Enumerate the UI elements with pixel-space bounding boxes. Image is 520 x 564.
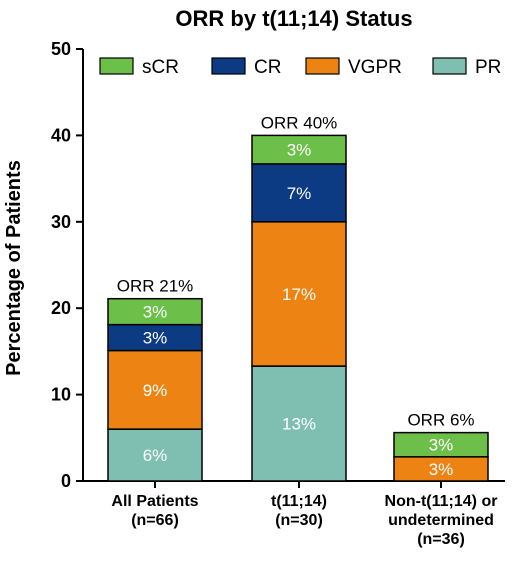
legend-swatch-cr <box>211 57 246 75</box>
bars: 6% 9% 3% 3% ORR 21% 13% 17% 7% 3% ORR 40% 3% 3% ORR … <box>107 113 489 482</box>
x-category-label: (n=36) <box>417 531 465 548</box>
chart-title: ORR by t(11;14) Status <box>175 6 412 31</box>
bar-segment-label: 6% <box>143 446 168 465</box>
bar-total-label: ORR 21% <box>117 277 194 296</box>
bar-segment-label: 9% <box>143 381 168 400</box>
y-tick-label: 30 <box>51 212 71 232</box>
y-tick-label: 50 <box>51 39 71 59</box>
legend-swatch-scr <box>99 57 134 75</box>
legend-label-pr: PR <box>475 57 501 78</box>
bar-segment-label: 7% <box>287 184 312 203</box>
bar-segment-label: 3% <box>429 436 454 455</box>
x-category-label: (n=66) <box>131 512 179 529</box>
bar-segment-label: 3% <box>143 329 168 348</box>
bar-segment-label: 17% <box>282 285 316 304</box>
x-category-label: t(11;14) <box>271 493 327 510</box>
bar-total-label: ORR 6% <box>407 411 474 430</box>
legend-label-cr: CR <box>254 57 281 78</box>
x-category-label: (n=30) <box>275 512 323 529</box>
x-category-label: All Patients <box>111 493 198 510</box>
bar-segment-scr <box>393 431 489 458</box>
legend-label-scr: sCR <box>142 57 179 78</box>
legend-swatch-pr <box>432 57 467 75</box>
x-axis-labels: All Patients (n=66) t(11;14) (n=30) Non-t(11… <box>111 493 497 548</box>
legend-label-vgpr: VGPR <box>348 57 402 78</box>
legend: sCR CR VGPR PR <box>99 57 501 78</box>
y-tick-label: 10 <box>51 385 71 405</box>
bar-segment-scr <box>251 134 347 165</box>
y-tick-label: 0 <box>61 471 71 491</box>
bar-segment-cr <box>107 323 203 352</box>
y-axis-label: Percentage of Patients <box>3 160 25 376</box>
bar-segment-label: 3% <box>429 460 454 479</box>
bar-segment-label: 3% <box>287 141 312 160</box>
legend-swatch-vgpr <box>305 57 340 75</box>
y-tick-label: 40 <box>51 125 71 145</box>
bar-segment-scr <box>107 297 203 326</box>
x-category-label: Non-t(11;14) or <box>385 493 498 510</box>
bar-segment-vgpr <box>251 221 347 367</box>
y-tick-label: 20 <box>51 298 71 318</box>
bar-segment-vgpr <box>107 349 203 430</box>
bar-segment-label: 13% <box>282 415 316 434</box>
bar-segment-pr <box>107 428 203 482</box>
bar-segment-label: 3% <box>143 303 168 322</box>
x-category-label: undetermined <box>388 512 494 529</box>
bar-total-label: ORR 40% <box>261 113 338 132</box>
